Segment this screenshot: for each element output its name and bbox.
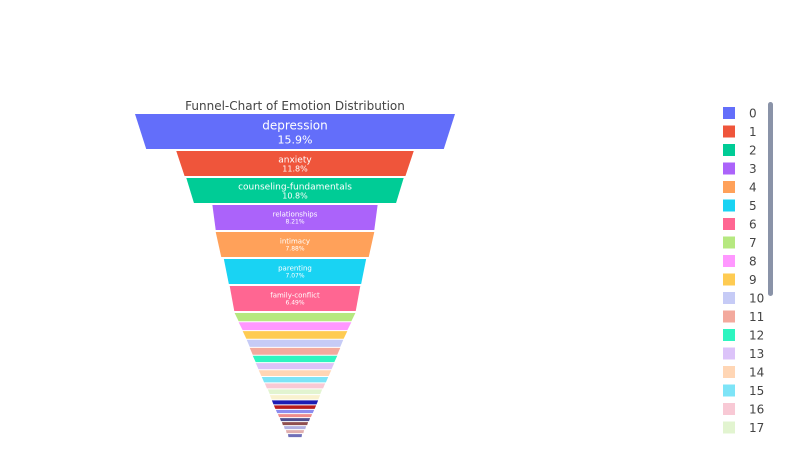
legend-label: 6: [749, 218, 757, 232]
legend-swatch: [723, 218, 735, 230]
legend-label: 16: [749, 403, 764, 417]
legend-label: 9: [749, 273, 757, 287]
funnel-bar-percent: 7.07%: [285, 273, 304, 280]
chart-title: Funnel-Chart of Emotion Distribution: [185, 99, 405, 113]
legend-scrollbar[interactable]: [768, 102, 773, 296]
funnel-bar-percent: 6.49%: [285, 300, 304, 307]
funnel-bar-label: parenting: [278, 265, 312, 273]
legend-item[interactable]: 14: [723, 366, 764, 380]
legend-swatch: [723, 348, 735, 360]
funnel-bar[interactable]: [262, 377, 328, 382]
legend-item[interactable]: 10: [723, 292, 764, 306]
legend-swatch: [723, 385, 735, 397]
legend-swatch: [723, 181, 735, 193]
legend-label: 5: [749, 199, 757, 213]
legend-label: 2: [749, 144, 757, 158]
funnel-bar[interactable]: [284, 426, 306, 429]
funnel-bar[interactable]: [268, 389, 322, 394]
funnel-bar[interactable]: [274, 405, 316, 409]
legend-item[interactable]: 17: [723, 421, 764, 435]
funnel-bar[interactable]: [282, 422, 308, 425]
legend-item[interactable]: 0: [723, 107, 757, 121]
funnel-bar[interactable]: [265, 383, 325, 388]
legend-label: 14: [749, 366, 764, 380]
funnel-bar[interactable]: [259, 370, 331, 376]
legend-swatch: [723, 144, 735, 156]
legend-swatch: [723, 255, 735, 267]
funnel-bar[interactable]: [278, 414, 312, 417]
funnel-bar-label: depression: [262, 119, 327, 133]
legend-item[interactable]: 5: [723, 199, 757, 213]
funnel-bar[interactable]: [256, 363, 334, 369]
legend-item[interactable]: 2: [723, 144, 757, 158]
funnel-bar[interactable]: [247, 340, 344, 347]
legend-swatch: [723, 237, 735, 249]
legend-swatch: [723, 200, 735, 212]
legend-swatch: [723, 311, 735, 323]
funnel-bar[interactable]: [288, 434, 302, 437]
legend-item[interactable]: 15: [723, 384, 764, 398]
legend-swatch: [723, 107, 735, 119]
legend-label: 17: [749, 421, 764, 435]
legend-label: 11: [749, 310, 764, 324]
funnel-bar[interactable]: [250, 348, 341, 355]
funnel-bar[interactable]: [286, 430, 304, 433]
legend-label: 7: [749, 236, 757, 250]
legend-label: 10: [749, 292, 764, 306]
funnel-bar[interactable]: [270, 395, 320, 399]
funnel-bar-label: intimacy: [280, 238, 310, 246]
legend-item[interactable]: 12: [723, 329, 764, 343]
legend-item[interactable]: 4: [723, 181, 757, 195]
legend-label: 8: [749, 255, 757, 269]
legend-item[interactable]: 6: [723, 218, 757, 232]
funnel-bar[interactable]: [276, 410, 314, 413]
legend-swatch: [723, 292, 735, 304]
funnel-bar-percent: 7.88%: [285, 246, 304, 253]
legend-swatch: [723, 329, 735, 341]
funnel-bar[interactable]: [253, 356, 338, 362]
legend-item[interactable]: 13: [723, 347, 764, 361]
legend-item[interactable]: 3: [723, 162, 757, 176]
legend-swatch: [723, 403, 735, 415]
legend-swatch: [723, 274, 735, 286]
funnel-bar[interactable]: [272, 400, 318, 404]
funnel-bar[interactable]: [235, 313, 356, 321]
legend-label: 4: [749, 181, 757, 195]
legend-swatch: [723, 366, 735, 378]
legend-label: 0: [749, 107, 757, 121]
funnel-bar-label: relationships: [273, 211, 318, 219]
funnel-bar-label: family-conflict: [270, 292, 320, 300]
legend-item[interactable]: 11: [723, 310, 764, 324]
legend-label: 12: [749, 329, 764, 343]
funnel-bar-percent: 11.8%: [282, 165, 308, 174]
legend-label: 1: [749, 125, 757, 139]
legend-item[interactable]: 8: [723, 255, 757, 269]
funnel-bar-percent: 15.9%: [278, 134, 313, 147]
legend-item[interactable]: 7: [723, 236, 757, 250]
legend-swatch: [723, 422, 735, 434]
funnel-bar[interactable]: [280, 418, 310, 421]
funnel-bar-percent: 10.8%: [282, 192, 308, 201]
legend-label: 13: [749, 347, 764, 361]
legend-swatch: [723, 126, 735, 138]
legend-label: 3: [749, 162, 757, 176]
legend-label: 15: [749, 384, 764, 398]
funnel-bar-percent: 8.21%: [285, 219, 304, 226]
legend-swatch: [723, 163, 735, 175]
legend-item[interactable]: 16: [723, 403, 764, 417]
legend-item[interactable]: 1: [723, 125, 757, 139]
legend-item[interactable]: 9: [723, 273, 757, 287]
funnel-bar[interactable]: [239, 322, 352, 330]
funnel-bar[interactable]: [243, 331, 348, 339]
